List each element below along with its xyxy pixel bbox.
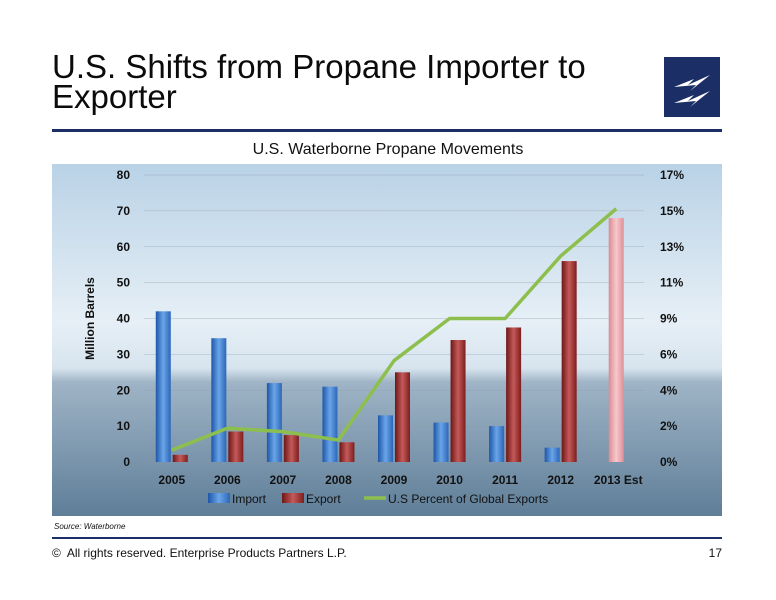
x-tick-label: 2007 [270,473,297,487]
export-bar [450,340,466,462]
copyright-symbol: © [52,546,61,560]
y2-tick-label: 17% [660,168,684,182]
export-bar [283,435,299,462]
y-tick-label: 80 [117,168,131,182]
y-tick-label: 20 [117,383,131,397]
title-divider [52,129,722,132]
legend-import-label: Import [232,492,267,506]
y2-tick-label: 6% [660,347,678,361]
y-tick-label: 0 [123,455,130,469]
legend-export-label: Export [306,492,341,506]
y-tick-label: 60 [117,240,131,254]
propane-movements-chart: 0 10 20 30 40 50 60 70 80 0% 2% 4% 6% 9% 11% 13% 15% 17% M… [52,164,722,516]
import-bar [378,415,393,462]
import-bar [322,386,338,462]
export-bar [395,372,410,462]
import-bar [211,338,227,462]
export-estimate-bar [608,218,624,462]
x-tick-label: 2012 [547,473,574,487]
y-tick-label: 50 [117,276,131,290]
source-note: Source: Waterborne [54,522,126,531]
lightning-bolt-logo-icon [674,75,710,107]
export-bar [339,442,355,462]
company-logo [664,57,720,117]
y2-tick-label: 4% [660,383,678,397]
footer-divider [52,537,722,539]
y-tick-label: 70 [117,204,131,218]
page-number: 17 [708,546,722,560]
y-axis-label: Million Barrels [83,277,97,360]
export-bar [561,261,577,462]
x-tick-label: 2008 [325,473,352,487]
y2-tick-label: 13% [660,240,684,254]
import-bar [155,311,171,462]
y2-tick-label: 9% [660,312,678,326]
legend-export-swatch [282,493,304,503]
legend-import-swatch [208,493,230,503]
export-bar [172,454,188,462]
percent-global-exports-line [171,207,618,452]
import-bar [433,422,449,462]
y2-tick-label: 0% [660,455,678,469]
x-tick-label: 2005 [158,473,185,487]
x-tick-label: 2006 [214,473,241,487]
x-tick-label: 2009 [381,473,408,487]
chart-title: U.S. Waterborne Propane Movements [252,141,524,158]
import-bar [266,383,282,462]
import-bar [489,426,505,462]
y-tick-label: 40 [117,312,131,326]
footer-copyright: All rights reserved. Enterprise Products… [66,546,347,560]
legend-percent-line-label: U.S Percent of Global Exports [388,492,548,506]
footer-text: © All rights reserved. Enterprise Produc… [52,546,347,560]
slide-title: U.S. Shifts from Propane Importer to Exp… [52,48,586,115]
export-bar [228,431,244,462]
y2-tick-label: 11% [660,276,684,290]
y-tick-label: 30 [117,347,131,361]
y2-tick-label: 15% [660,204,684,218]
x-tick-label: 2011 [492,473,518,487]
y-tick-label: 10 [117,419,131,433]
import-bar [544,447,560,462]
x-tick-label: 2013 Est [594,473,643,487]
export-bar [506,327,522,462]
y2-tick-label: 2% [660,419,678,433]
x-tick-label: 2010 [436,473,463,487]
